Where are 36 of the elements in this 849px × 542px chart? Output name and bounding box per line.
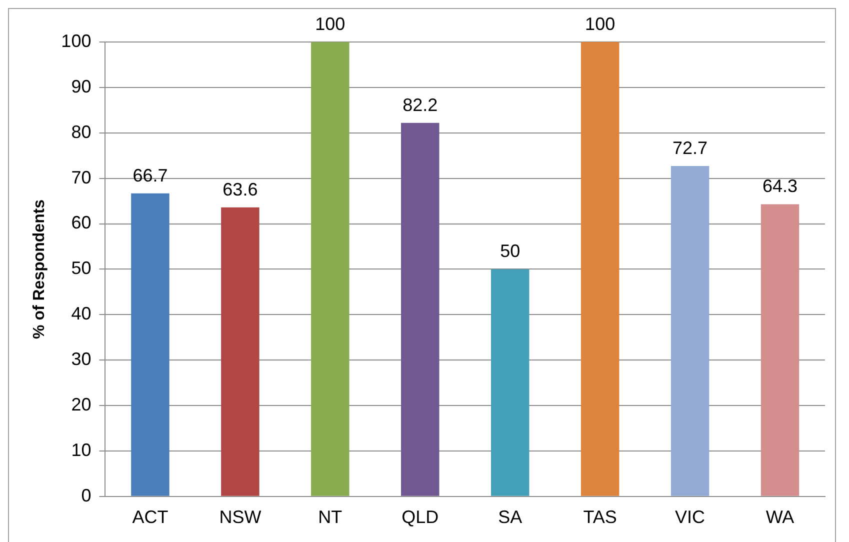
y-tick-label: 10: [71, 440, 92, 460]
x-tick-label: QLD: [402, 507, 439, 528]
data-label: 63.6: [222, 179, 258, 200]
y-tick-label: 30: [71, 349, 92, 370]
y-tick-label: 50: [71, 258, 92, 278]
data-label: 72.7: [672, 138, 708, 158]
x-tick-label: NSW: [219, 507, 262, 528]
y-axis-title: % of Respondents: [31, 199, 48, 339]
data-label: 66.7: [132, 165, 168, 186]
y-tick-label: 20: [71, 394, 92, 414]
x-tick-label: TAS: [583, 507, 617, 528]
x-tick-label: ACT: [132, 507, 168, 528]
bar: [670, 166, 710, 496]
y-tick-label: 60: [71, 212, 92, 233]
bar: [580, 42, 620, 496]
x-tick-label: NT: [318, 507, 342, 528]
bar: [401, 122, 440, 496]
data-label: 50: [500, 241, 520, 262]
y-tick-label: 40: [71, 304, 92, 324]
y-tick-label: 70: [71, 167, 92, 188]
y-tick-label: 100: [61, 30, 92, 51]
data-label: 100: [315, 14, 346, 34]
bar: [131, 193, 170, 496]
data-label: 64.3: [762, 176, 798, 196]
x-tick-label: WA: [766, 507, 794, 528]
bar: [221, 207, 260, 496]
y-tick-label: 90: [71, 76, 92, 96]
bar: [311, 42, 350, 496]
data-label: 100: [585, 14, 616, 34]
y-tick-label: 0: [81, 485, 92, 506]
x-tick-label: SA: [498, 507, 522, 528]
bar: [490, 269, 530, 496]
bar: [760, 204, 800, 496]
y-tick-label: 80: [71, 122, 92, 142]
x-tick-label: VIC: [675, 507, 706, 528]
data-label: 82.2: [402, 94, 438, 115]
